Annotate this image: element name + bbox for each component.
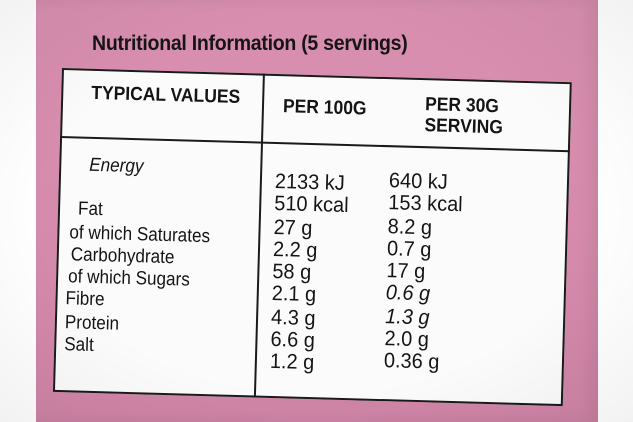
label-protein: Protein — [64, 312, 120, 335]
value-energy-kcal-100g: 510 kcal — [273, 191, 349, 218]
value-sugars-100g: 2.1 g — [271, 281, 317, 307]
panel-heading: Nutritional Information (5 servings) — [92, 32, 408, 55]
label-fibre: Fibre — [65, 288, 105, 311]
label-carbohydrate: Carbohydrate — [70, 244, 175, 269]
value-energy-kcal-30g: 153 kcal — [388, 191, 463, 217]
header-typical-values: TYPICAL VALUES — [91, 82, 241, 108]
header-per-30g-serving: PER 30G SERVING — [424, 94, 504, 138]
nutrition-table: TYPICAL VALUES PER 100G PER 30G SERVING … — [52, 68, 572, 407]
value-salt-100g: 1.2 g — [269, 349, 315, 375]
label-fat: Fat — [77, 198, 104, 221]
header-per-100g: PER 100G — [282, 96, 367, 120]
header-per-30g-line2: SERVING — [424, 115, 504, 139]
value-sugars-30g: 0.6 g — [385, 281, 431, 306]
label-salt: Salt — [63, 334, 95, 356]
label-energy: Energy — [89, 154, 144, 178]
header-per-30g-line1: PER 30G — [424, 94, 500, 118]
value-salt-30g: 0.36 g — [383, 349, 440, 374]
